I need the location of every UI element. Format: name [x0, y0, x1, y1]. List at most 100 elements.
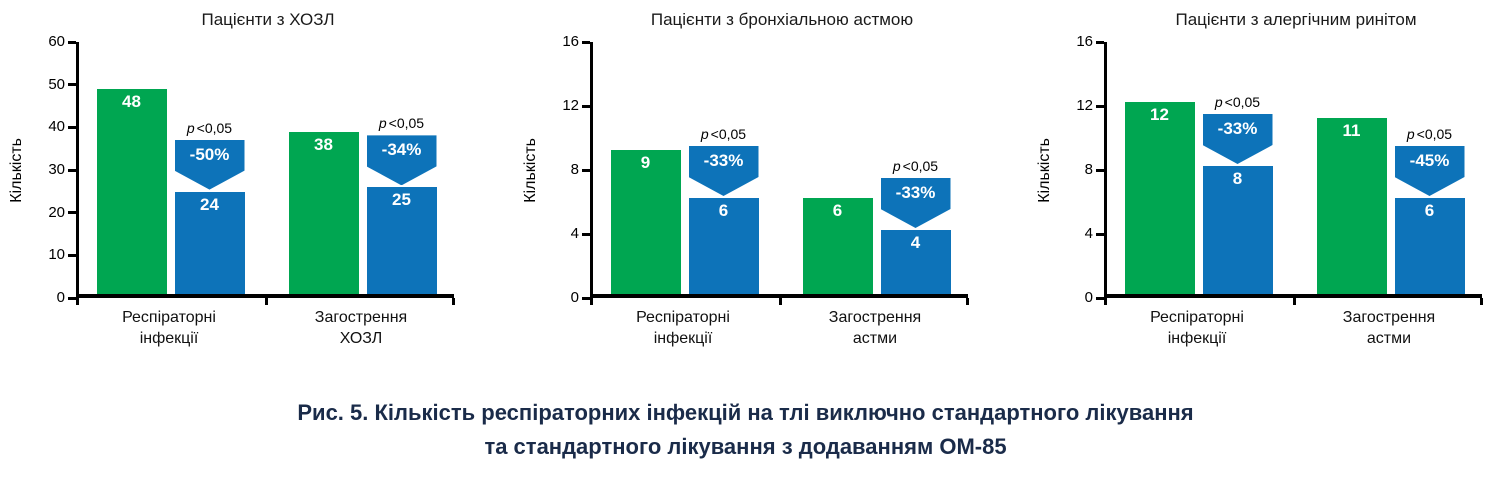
chart-1: Пацієнти з ХОЗЛ Кількість 0 10 20 30 40 50 60 48 p… [6, 6, 457, 350]
y-tick [68, 253, 76, 257]
x-category-line: астми [852, 329, 898, 347]
plot-area: 0 10 20 30 40 50 60 48 p <0,05 -50% 24 38 p <0,05 -34% 2… [28, 33, 455, 350]
figure-caption: Рис. 5. Кількість респіраторних інфекцій… [6, 396, 1485, 464]
bar-om85: 8 [1202, 166, 1273, 294]
bar-group: 38 p <0,05 -34% 25 [288, 115, 437, 294]
bar-value: 9 [640, 153, 651, 172]
y-tick-label: 16 [562, 33, 579, 50]
bar-standard: 12 [1124, 102, 1195, 294]
bar-groups: 12 p <0,05 -33% 8 11 p <0,05 -45% 6 [1107, 42, 1482, 294]
y-tick-label: 4 [570, 225, 579, 242]
y-axis-title: Кількість [520, 42, 542, 298]
x-tick [452, 298, 455, 305]
p-value-label: p <0,05 [1406, 126, 1453, 142]
y-tick-label: 4 [1084, 225, 1093, 242]
x-category-label: Респіраторні інфекції [609, 308, 757, 350]
bar-om85: 6 [688, 198, 759, 294]
y-tick-label: 12 [562, 97, 579, 114]
y-tick [582, 232, 590, 236]
p-symbol: p [186, 119, 195, 136]
y-tick [582, 168, 590, 172]
x-category-line: Загострення [314, 309, 408, 326]
y-tick-label: 8 [1084, 161, 1093, 178]
bar-om85: 6 [1394, 198, 1465, 294]
x-tick [1104, 298, 1107, 305]
bar-group: 48 p <0,05 -50% 24 [96, 89, 245, 294]
plot: 0 4 8 12 16 12 p <0,05 -33% 8 11 p <0,05 -45% 6 [1076, 33, 1483, 306]
y-tick-label: 50 [48, 75, 65, 93]
bar-group: 12 p <0,05 -33% 8 [1124, 94, 1273, 294]
reduction-badge: -33% [688, 146, 759, 196]
reduction-badge: -45% [1394, 146, 1465, 196]
y-tick-label: 0 [1084, 289, 1093, 306]
p-value-label: p <0,05 [378, 115, 425, 132]
chart-title: Пацієнти з бронхіальною астмою [650, 10, 914, 29]
p-value-label: p <0,05 [1214, 94, 1261, 110]
bar-standard: 11 [1316, 118, 1387, 294]
x-category-label: Респіраторні інфекції [1123, 308, 1271, 350]
bar-om85-column: p <0,05 -34% 25 [366, 115, 437, 294]
y-tick-label: 0 [570, 289, 579, 306]
y-tick [1096, 168, 1104, 172]
y-tick [68, 125, 76, 129]
bar-groups: 9 p <0,05 -33% 6 6 p <0,05 -33% 4 [593, 42, 968, 294]
y-tick-label: 20 [48, 203, 65, 221]
y-tick [68, 211, 76, 215]
y-tick [68, 296, 76, 300]
x-category-label: Загострення астми [1315, 308, 1463, 350]
plot-area: 0 4 8 12 16 12 p <0,05 -33% 8 11 p <0,05 -45% 6 Респіра… [1056, 33, 1483, 350]
plot: 0 4 8 12 16 9 p <0,05 -33% 6 6 p <0,05 -33% 4 [562, 33, 969, 306]
bar-value: 4 [910, 233, 921, 252]
p-value-label: p <0,05 [700, 126, 747, 142]
bar-value: 6 [718, 201, 729, 220]
bar-value: 48 [122, 92, 141, 112]
bar-om85: 25 [366, 187, 437, 294]
charts-row: Пацієнти з ХОЗЛ Кількість 0 10 20 30 40 50 60 48 p… [6, 6, 1485, 350]
bar-om85: 4 [880, 230, 951, 294]
reduction-badge: -33% [880, 178, 951, 228]
y-tick [1096, 296, 1104, 300]
p-symbol: p [1214, 94, 1223, 110]
x-tick [966, 298, 969, 305]
y-axis-title: Кількість [6, 42, 28, 298]
x-tick [779, 298, 782, 305]
y-tick-label: 16 [1076, 33, 1093, 50]
y-tick [1096, 232, 1104, 236]
x-tick [76, 298, 79, 305]
bar-value: 8 [1232, 169, 1243, 188]
x-tick [1293, 298, 1296, 305]
chart-2: Пацієнти з бронхіальною астмою Кількість 0… [520, 6, 971, 350]
y-tick [582, 104, 590, 108]
chart-3: Пацієнти з алергічним ринітом Кількість 0 4… [1034, 6, 1485, 350]
chart-body: Кількість 0 10 20 30 40 50 60 48 p <0,05 -50% 24 38 p <… [6, 33, 457, 350]
y-tick [1096, 104, 1104, 108]
reduction-badge: -34% [366, 135, 437, 186]
p-value-label: p <0,05 [186, 119, 233, 136]
y-tick [68, 168, 76, 172]
bar-value: 12 [1150, 105, 1169, 124]
chart-title: Пацієнти з алергічним ринітом [1175, 10, 1417, 29]
bar-group: 6 p <0,05 -33% 4 [802, 158, 951, 294]
x-category-line: Загострення [828, 309, 922, 326]
chart-title: Пацієнти з ХОЗЛ [201, 10, 335, 29]
y-axis-title: Кількість [1034, 42, 1056, 298]
chart-body: Кількість 0 4 8 12 16 9 p <0,05 -33% 6 6 p <0,05 -33% 4… [520, 33, 971, 350]
x-category-label: Загострення астми [801, 308, 949, 350]
y-tick [582, 296, 590, 300]
y-tick-label: 30 [48, 161, 65, 178]
bar-value: 38 [314, 134, 333, 154]
x-category-line: Респіраторні [636, 309, 730, 326]
reduction-badge: -50% [174, 139, 245, 190]
bar-standard: 38 [288, 131, 359, 294]
bar-value: 6 [1424, 201, 1435, 220]
figure-caption-line1: Рис. 5. Кількість респіраторних інфекцій… [297, 399, 1194, 425]
p-symbol: p [892, 158, 901, 174]
x-axis-labels: Респіраторні інфекції Загострення астми [590, 308, 968, 350]
y-tick-label: 10 [48, 246, 65, 264]
plot: 0 10 20 30 40 50 60 48 p <0,05 -50% 24 38 p <0,05 -34% 2… [48, 33, 455, 306]
x-category-label: Загострення ХОЗЛ [287, 308, 435, 350]
x-category-label: Респіраторні інфекції [95, 308, 243, 350]
bar-standard: 48 [96, 89, 167, 294]
x-axis-labels: Респіраторні інфекції Загострення астми [1104, 308, 1482, 350]
bar-group: 11 p <0,05 -45% 6 [1316, 118, 1465, 294]
